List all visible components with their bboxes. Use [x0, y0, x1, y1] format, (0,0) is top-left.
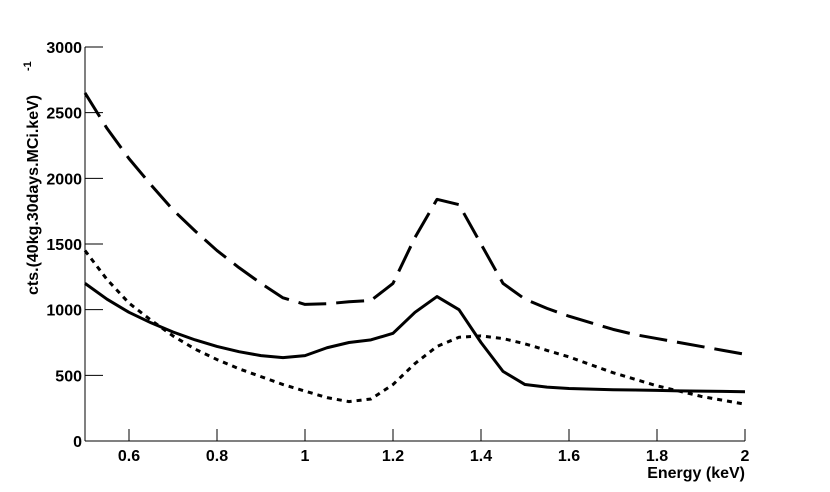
x-tick-label: 2 [741, 448, 750, 465]
series-line [83, 249, 746, 406]
series-line [84, 282, 746, 394]
y-tick-label: 2000 [46, 171, 82, 188]
x-tick-label: 1.6 [558, 448, 580, 465]
x-tick-label: 1 [301, 448, 310, 465]
y-tick-label: 2500 [46, 106, 82, 123]
x-tick-label: 1.2 [382, 448, 404, 465]
y-axis-label: cts.(40kg.30days.MCi.keV) [25, 95, 42, 295]
y-tick-label: 500 [55, 368, 82, 385]
y-tick-label: 0 [73, 434, 82, 451]
x-tick-label: 0.8 [206, 448, 228, 465]
y-tick-label: 1500 [46, 237, 82, 254]
y-tick-label: 3000 [46, 40, 82, 57]
x-tick-label: 1.4 [470, 448, 492, 465]
y-axis-label-sup: -1 [22, 61, 34, 71]
series-line [83, 92, 746, 356]
x-tick-label: 0.6 [118, 448, 140, 465]
x-axis-label: Energy (keV) [647, 465, 745, 482]
y-tick-label: 1000 [46, 303, 82, 320]
x-tick-label: 1.8 [646, 448, 668, 465]
y-axis-title: cts.(40kg.30days.MCi.keV) -1 [22, 61, 42, 295]
